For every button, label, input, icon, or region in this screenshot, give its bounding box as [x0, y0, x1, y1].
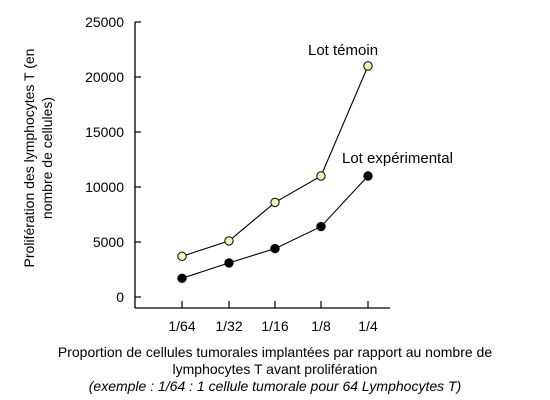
y-tick-label: 20000: [85, 69, 124, 85]
data-point: [177, 251, 187, 261]
y-axis-label-line-2: nombre de cellules): [39, 97, 55, 219]
x-axis-label: Proportion de cellules tumorales implant…: [0, 344, 550, 395]
series-line-2: [181, 175, 369, 279]
data-point: [363, 171, 373, 181]
x-tick-label: 1/32: [215, 318, 242, 334]
y-tick-label: 10000: [85, 179, 124, 195]
series-label-1: Lot témoin: [308, 42, 378, 59]
y-axis-label-line-1: Prolifération des lymphocytes T (en: [21, 49, 37, 268]
x-axis-label-note: (exemple : 1/64 : 1 cellule tumorale pou…: [88, 378, 462, 394]
x-axis-label-line-2: lymphocytes T avant prolifération: [172, 361, 378, 377]
x-tick-label: 1/64: [168, 318, 195, 334]
series-line-1: [181, 65, 369, 257]
data-point: [270, 243, 280, 254]
x-ticks: 1/64 1/32 1/16 1/8 1/4: [168, 301, 378, 334]
y-tick-label: 15000: [85, 124, 124, 140]
series-label-2: Lot expérimental: [342, 150, 453, 167]
data-point: [270, 197, 280, 208]
y-tick-label: 25000: [85, 14, 124, 30]
data-point: [177, 273, 187, 283]
y-ticks: 0 5000 10000 15000 20000 25000: [85, 14, 141, 305]
x-axis-label-line-1: Proportion de cellules tumorales implant…: [57, 344, 493, 360]
data-point: [224, 236, 234, 246]
axes: [134, 22, 390, 309]
data-point: [363, 61, 373, 71]
series-group: Lot témoin Lot expérimental: [177, 42, 453, 283]
y-tick-label: 5000: [93, 234, 124, 250]
x-tick-label: 1/8: [311, 318, 331, 334]
data-point: [224, 258, 234, 268]
y-tick-label: 0: [116, 289, 124, 305]
x-tick-label: 1/16: [261, 318, 288, 334]
data-point: [316, 171, 326, 181]
data-point: [316, 221, 326, 232]
x-tick-label: 1/4: [358, 318, 378, 334]
